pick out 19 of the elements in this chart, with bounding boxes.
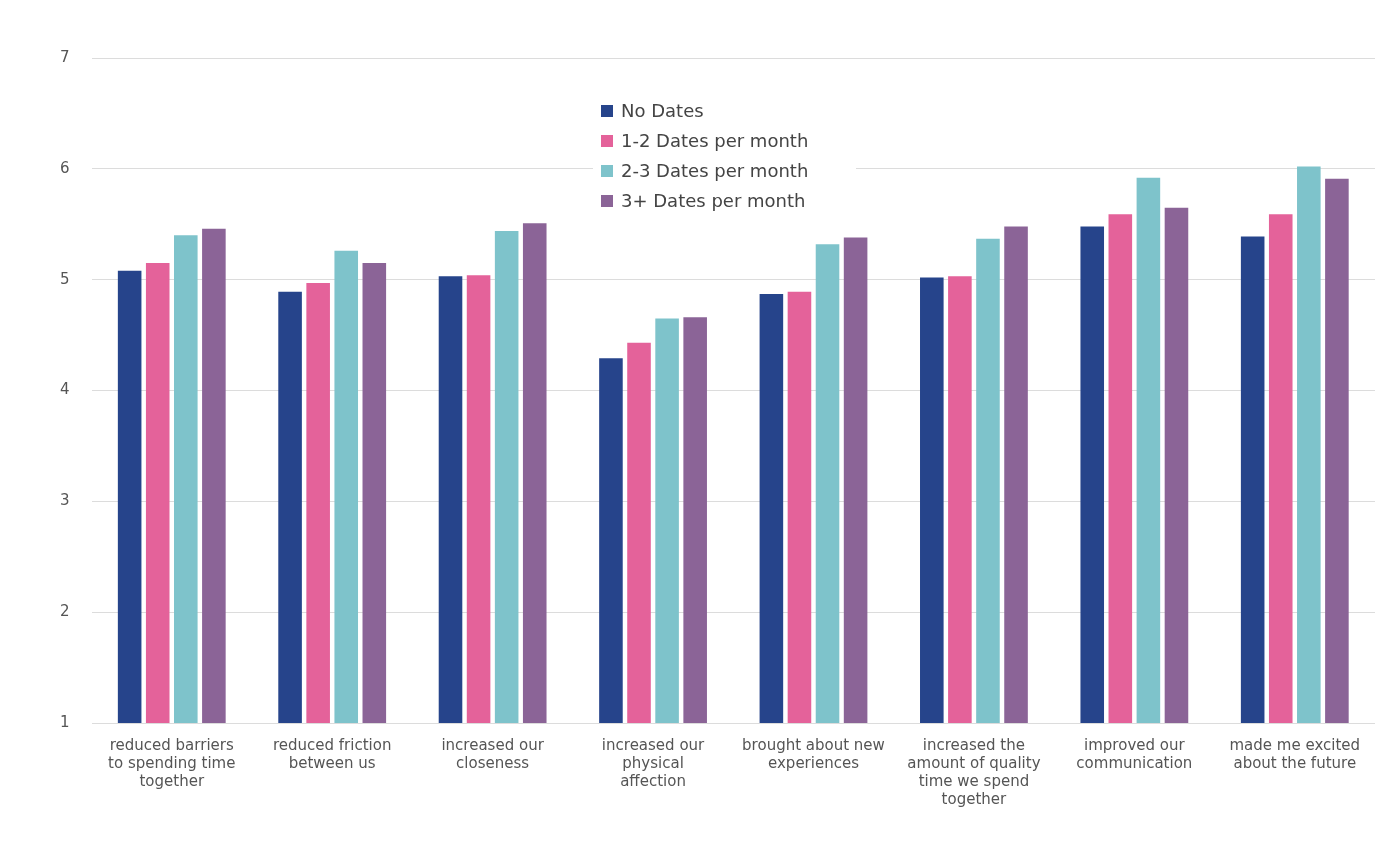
x-tick-label: brought about new experiences [742,735,885,772]
y-tick-label: 3 [60,491,70,510]
legend-label: 2-3 Dates per month [621,159,809,183]
y-tick-label: 4 [60,380,70,399]
x-tick-label: increased the amount of quality time we spend together [907,735,1041,808]
y-tick-label: 7 [60,47,70,66]
y-tick-label: 1 [60,712,70,731]
x-tick-label: increased our physical affection [601,735,706,790]
y-tick-label: 2 [60,602,70,621]
x-tick-label: increased our closeness [441,735,545,772]
x-tick-label: made me excited about the future [1229,735,1361,772]
x-tick-label: reduced friction between us [272,735,392,772]
y-tick-label: 5 [60,269,70,288]
x-tick-label: reduced barriers to spending time together [108,735,236,790]
x-tick-label: improved our communication [1076,735,1193,772]
legend-label: 1-2 Dates per month [621,129,809,153]
legend-label: 3+ Dates per month [621,189,806,213]
legend-label: No Dates [621,99,704,123]
y-tick-label: 6 [60,158,70,177]
